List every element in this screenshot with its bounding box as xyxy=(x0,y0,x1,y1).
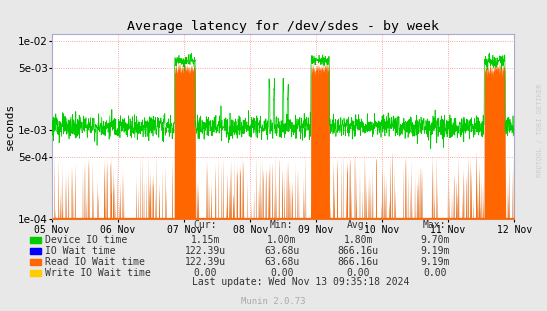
Text: 63.68u: 63.68u xyxy=(264,257,299,267)
Text: 0.00: 0.00 xyxy=(194,268,217,278)
Text: Cur:: Cur: xyxy=(194,220,217,230)
Text: 866.16u: 866.16u xyxy=(337,246,379,256)
Text: Max:: Max: xyxy=(423,220,446,230)
Text: 122.39u: 122.39u xyxy=(184,257,226,267)
Text: 9.70m: 9.70m xyxy=(420,235,450,245)
Text: Last update: Wed Nov 13 09:35:18 2024: Last update: Wed Nov 13 09:35:18 2024 xyxy=(192,276,410,286)
Text: 122.39u: 122.39u xyxy=(184,246,226,256)
Y-axis label: seconds: seconds xyxy=(5,103,15,150)
Text: Device IO time: Device IO time xyxy=(45,235,127,245)
Text: Avg:: Avg: xyxy=(347,220,370,230)
Text: 9.19m: 9.19m xyxy=(420,246,450,256)
Text: 0.00: 0.00 xyxy=(347,268,370,278)
Text: 1.80m: 1.80m xyxy=(344,235,373,245)
Text: 0.00: 0.00 xyxy=(423,268,446,278)
Title: Average latency for /dev/sdes - by week: Average latency for /dev/sdes - by week xyxy=(127,20,439,33)
Text: 0.00: 0.00 xyxy=(270,268,293,278)
Text: Munin 2.0.73: Munin 2.0.73 xyxy=(241,297,306,306)
Text: 1.15m: 1.15m xyxy=(190,235,220,245)
Text: IO Wait time: IO Wait time xyxy=(45,246,115,256)
Text: Read IO Wait time: Read IO Wait time xyxy=(45,257,145,267)
Text: Write IO Wait time: Write IO Wait time xyxy=(45,268,150,278)
Text: 866.16u: 866.16u xyxy=(337,257,379,267)
Text: 1.00m: 1.00m xyxy=(267,235,296,245)
Text: Min:: Min: xyxy=(270,220,293,230)
Text: RRDTOOL / TOBI OETIKER: RRDTOOL / TOBI OETIKER xyxy=(537,84,543,177)
Text: 9.19m: 9.19m xyxy=(420,257,450,267)
Text: 63.68u: 63.68u xyxy=(264,246,299,256)
